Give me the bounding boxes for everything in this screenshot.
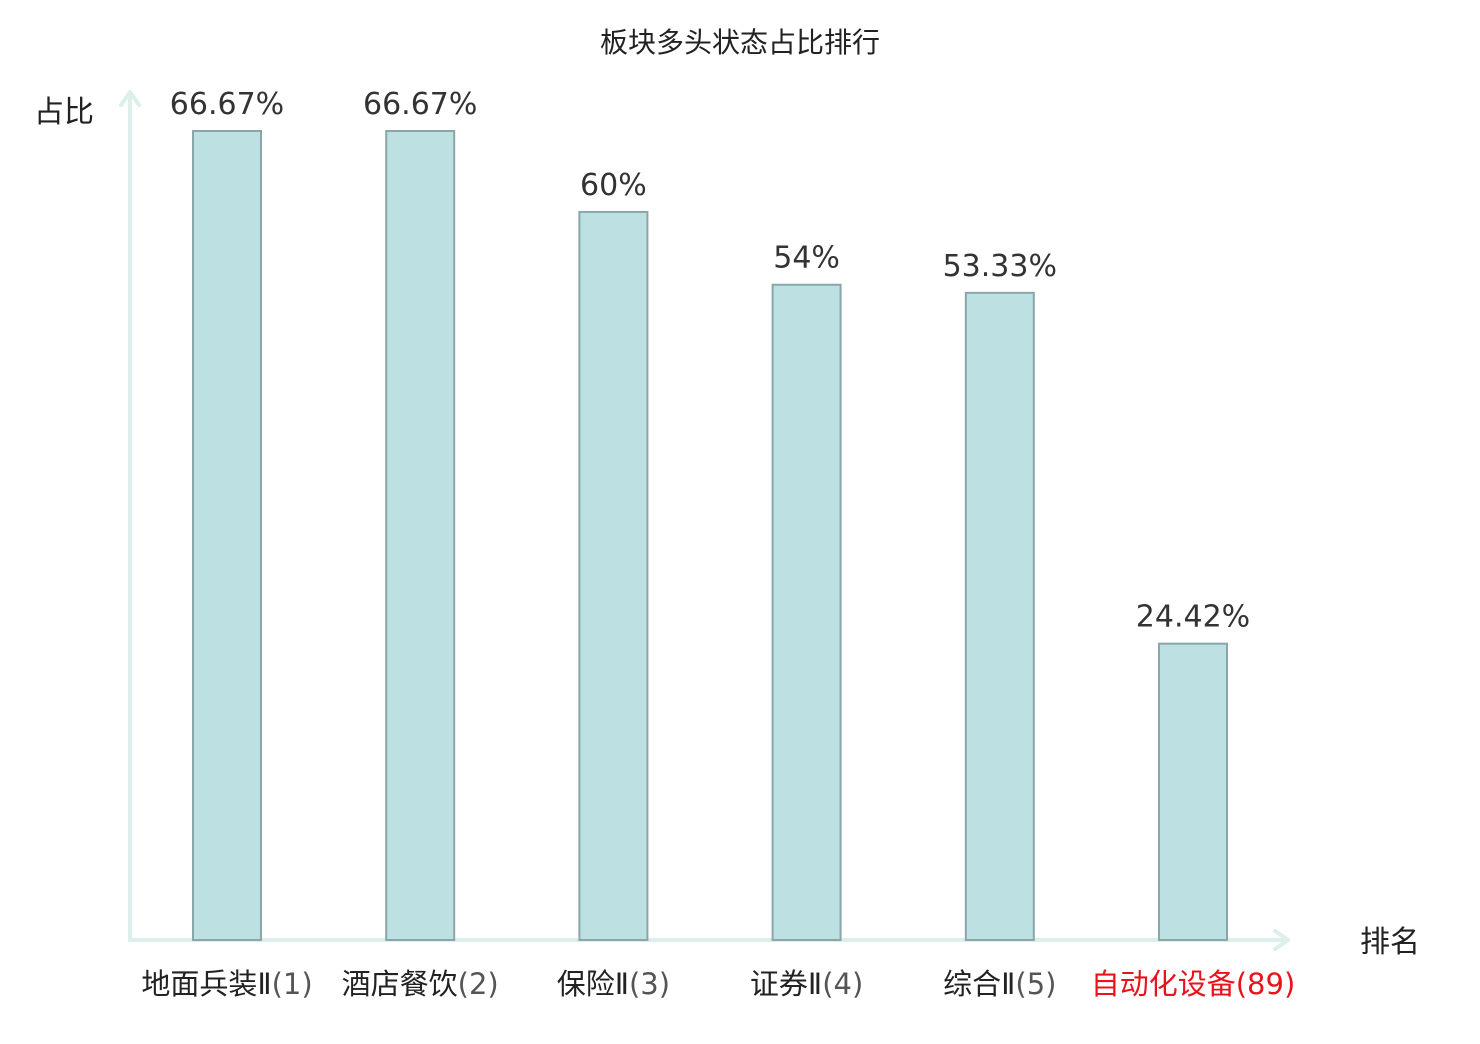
- bar-6: [1158, 642, 1228, 941]
- tick-name: 综合Ⅱ: [943, 967, 1015, 1001]
- tick-label-6: 自动化设备(89): [1091, 967, 1296, 1001]
- bar-3: [578, 210, 649, 941]
- value-labels-group: 66.67% 66.67% 60% 54% 53.33% 24.42%: [170, 87, 1250, 635]
- tick-rank: (1): [272, 967, 313, 1001]
- tick-label-4: 证券Ⅱ(4): [750, 967, 863, 1001]
- tick-label-2: 酒店餐饮(2): [342, 967, 499, 1001]
- tick-name: 保险Ⅱ: [557, 967, 629, 1001]
- value-label-3: 60%: [580, 168, 647, 203]
- tick-name: 自动化设备: [1091, 967, 1236, 1001]
- y-axis-label: 占比: [34, 95, 94, 130]
- tick-name: 证券Ⅱ: [750, 967, 822, 1001]
- tick-rank: (5): [1015, 967, 1056, 1001]
- bar-4: [771, 283, 842, 942]
- chart-title: 板块多头状态占比排行: [600, 26, 880, 59]
- tick-label-5: 综合Ⅱ(5): [943, 967, 1056, 1001]
- tick-name: 酒店餐饮: [342, 967, 458, 1001]
- value-label-4: 54%: [773, 241, 840, 276]
- value-label-1: 66.67%: [170, 87, 284, 122]
- tick-rank: (2): [458, 967, 499, 1001]
- tick-labels-group: 地面兵装Ⅱ(1) 酒店餐饮(2) 保险Ⅱ(3) 证券Ⅱ(4) 综合Ⅱ(5) 自动化设备(8…: [141, 967, 1295, 1001]
- tick-label-1: 地面兵装Ⅱ(1): [141, 967, 312, 1001]
- axes: [119, 90, 1290, 951]
- tick-label-3: 保险Ⅱ(3): [557, 967, 670, 1001]
- x-axis-label: 排名: [1360, 925, 1420, 960]
- tick-name: 地面兵装Ⅱ: [141, 967, 271, 1001]
- tick-rank: (3): [629, 967, 670, 1001]
- value-label-2: 66.67%: [363, 87, 477, 122]
- value-label-6: 24.42%: [1136, 600, 1250, 635]
- tick-rank: (4): [822, 967, 863, 1001]
- bar-5: [964, 291, 1035, 941]
- value-label-5: 53.33%: [943, 249, 1057, 284]
- y-axis-arrow: [119, 90, 141, 107]
- bar-2: [385, 130, 456, 941]
- tick-rank: (89): [1236, 967, 1296, 1001]
- x-axis-arrow: [1273, 929, 1290, 951]
- bars-group: [192, 130, 1228, 942]
- bar-1: [192, 130, 262, 941]
